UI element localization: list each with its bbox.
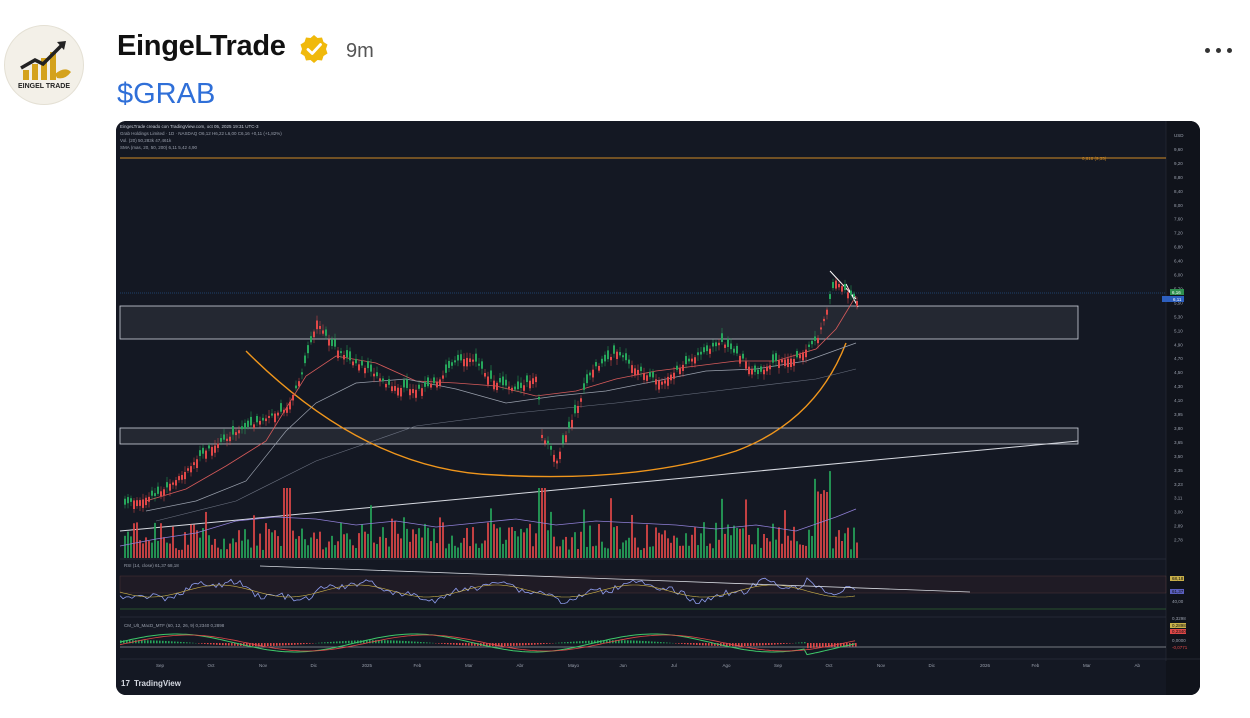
price-axis-label: 7,60 [1174, 217, 1183, 222]
price-axis-label: 3,65 [1174, 440, 1183, 445]
chart-header-3: Vol. (20) 50,283k 47,461k [120, 138, 172, 143]
tradingview-footer: TradingView [134, 679, 182, 688]
cup-arc [245, 342, 847, 478]
author-avatar[interactable]: EINGEL TRADE [4, 25, 84, 105]
chart-header-1: EingeLTrade creado con TradingView.com, … [120, 124, 259, 129]
time-axis-label: Ago [723, 663, 732, 668]
chart-header-2: Grab Holdings Limited · 1D · NASDAQ O6,1… [120, 131, 282, 136]
tradingview-logo-icon: 17 [121, 679, 130, 688]
time-axis-label: Dic [929, 663, 936, 668]
time-axis-label: Sep [156, 663, 165, 668]
price-axis-label: 3,35 [1174, 468, 1183, 473]
time-axis-label: Jun [620, 663, 628, 668]
author-name[interactable]: EingeLTrade [117, 30, 286, 62]
time-axis-label: Oct [826, 663, 834, 668]
time-axis-label: Jul [671, 663, 677, 668]
price-axis-label: 3,23 [1174, 482, 1183, 487]
time-axis-label: Mar [1083, 663, 1091, 668]
macd-axis-label: 0,2898 [1172, 623, 1186, 628]
price-axis-label: 5,10 [1174, 328, 1183, 333]
price-axis-label: 8,80 [1174, 175, 1183, 180]
price-axis-label: 9,20 [1174, 161, 1183, 166]
price-axis-label: 7,20 [1174, 231, 1183, 236]
macd-axis-label: 0,3298 [1172, 616, 1186, 621]
time-axis-label: 2025 [362, 663, 373, 668]
avatar-brand-text: EINGEL TRADE [18, 83, 70, 90]
macd-axis-label: 0,0000 [1172, 638, 1186, 643]
price-axis-label: 9,60 [1174, 147, 1183, 152]
price-axis-label: 3,00 [1174, 510, 1183, 515]
resistance-zone [119, 305, 1079, 340]
time-axis-label: Oct [208, 663, 216, 668]
price-axis-label: 5,70 [1174, 286, 1183, 291]
macd-axis-label: 0,2340 [1172, 629, 1186, 634]
verified-check-icon [300, 35, 328, 63]
time-axis-label: Mayo [568, 663, 580, 668]
price-candles [124, 277, 858, 513]
rsi-label: RSI (14, close) 61,37 68,18 [124, 563, 179, 568]
trendline [119, 440, 1079, 532]
price-axis-label: 6,40 [1174, 259, 1183, 264]
rsi-axis-label: 40,00 [1172, 599, 1184, 604]
time-axis-label: Nov [877, 663, 886, 668]
ticker-link[interactable]: $GRAB [117, 78, 216, 110]
chart-image[interactable]: 0,618 (9,35) RSI (14, close) 61,37 68,18 [116, 121, 1200, 695]
price-axis-label: 3,11 [1174, 496, 1183, 501]
price-axis-label: 2,78 [1174, 538, 1183, 543]
post-time: 9m [346, 40, 374, 62]
price-axis-label: 5,30 [1174, 314, 1183, 319]
time-axis-label: Nov [259, 663, 268, 668]
time-axis-label: Feb [1032, 663, 1040, 668]
macd-label: CM_Ult_MacD_MTF (60, 12, 26, 9) 0,2340 0… [124, 623, 225, 628]
time-axis-label: Sep [774, 663, 783, 668]
price-axis-label: 4,70 [1174, 356, 1183, 361]
price-chart: 0,618 (9,35) RSI (14, close) 61,37 68,18 [116, 121, 1200, 695]
rsi-axis-label: 61,37 [1172, 589, 1184, 594]
pos-tag: 6,11 [1173, 297, 1182, 302]
price-axis-label: 4,90 [1174, 342, 1183, 347]
price-axis-label: 3,80 [1174, 426, 1183, 431]
price-axis-label: 4,50 [1174, 370, 1183, 375]
time-axis-label: Abr [517, 663, 525, 668]
time-axis-label: Feb [414, 663, 422, 668]
price-axis-label: 5,50 [1174, 300, 1183, 305]
price-axis-label: 4,30 [1174, 384, 1183, 389]
time-axis-label: Mar [465, 663, 473, 668]
more-horizontal-icon[interactable] [1205, 40, 1241, 60]
price-tag: 6,16 [1172, 290, 1181, 295]
price-axis-label: 4,10 [1174, 398, 1183, 403]
price-axis-label: 3,95 [1174, 412, 1183, 417]
price-axis-label: 3,50 [1174, 454, 1183, 459]
price-axis-label: 6,80 [1174, 245, 1183, 250]
chart-header-4: SMA (mas, 20, 50, 200) 6,11 5,42 4,90 [120, 145, 197, 150]
price-axis-label: USD [1174, 133, 1184, 138]
price-axis-label: 6,00 [1174, 273, 1183, 278]
fib-label: 0,618 (9,35) [1082, 156, 1107, 161]
logo-icon [20, 41, 71, 80]
price-axis-label: 2,89 [1174, 524, 1183, 529]
time-axis-label: Dic [311, 663, 318, 668]
time-axis-label: 2026 [980, 663, 991, 668]
price-axis-label: 8,40 [1174, 189, 1183, 194]
support-zone [119, 427, 1079, 445]
rsi-axis-label: 68,18 [1172, 576, 1184, 581]
macd-axis-label: -0,0771 [1172, 645, 1188, 650]
time-axis-label: Ab [1135, 663, 1141, 668]
price-axis-label: 8,00 [1174, 203, 1183, 208]
